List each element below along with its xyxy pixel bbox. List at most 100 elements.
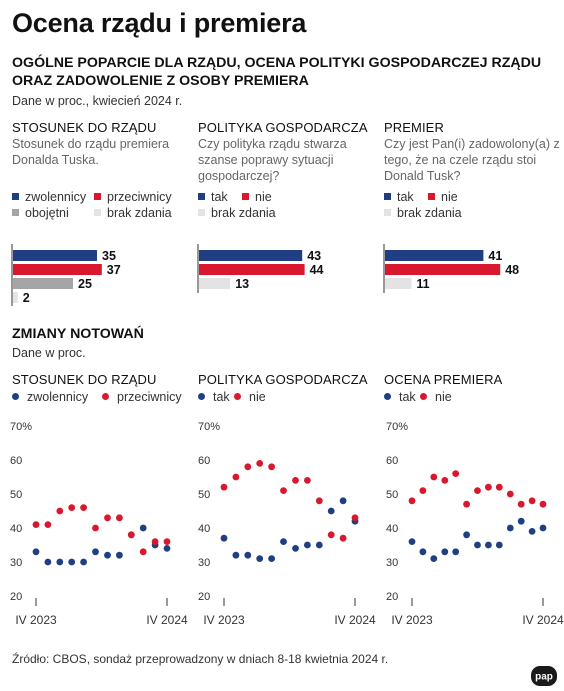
- point-nie: [304, 477, 311, 484]
- point-przeciwnicy: [44, 521, 52, 528]
- point-przeciwnicy: [56, 507, 64, 515]
- point-nie: [539, 500, 547, 508]
- point-zwolennicy: [68, 558, 76, 566]
- bar-label-nie: 48: [505, 263, 519, 277]
- point-zwolennicy: [139, 524, 147, 532]
- x-tick-label-start: IV 2023: [203, 613, 245, 627]
- point-nie: [495, 483, 503, 491]
- point-nie: [463, 500, 470, 508]
- point-zwolennicy: [104, 551, 111, 559]
- legend-item-tak: tak: [384, 390, 416, 404]
- page-subtitle: OGÓLNE POPARCIE DLA RZĄDU, OCENA POLITYK…: [12, 55, 542, 89]
- point-nie: [506, 490, 514, 498]
- trend-legend-polityka: tak nie: [198, 390, 368, 406]
- point-tak: [327, 507, 335, 515]
- trend-title-polityka: POLITYKA GOSPODARCZA: [198, 372, 368, 387]
- bar-label-obojetni: 25: [78, 277, 92, 291]
- page-title: Ocena rządu i premiera: [12, 8, 307, 38]
- y-tick-label: 70%: [198, 421, 220, 433]
- point-tak: [419, 548, 427, 556]
- bar-label-nie: 44: [310, 263, 324, 277]
- point-nie: [528, 497, 536, 505]
- bar-zwolennicy: [13, 250, 97, 261]
- y-tick-label: 40: [10, 523, 22, 535]
- legend-item-obojetni: obojętni: [12, 206, 69, 220]
- x-tick-label-end: IV 2024: [522, 613, 564, 627]
- point-przeciwnicy: [104, 514, 111, 522]
- y-tick-label: 40: [198, 523, 210, 535]
- legend-item-zwolennicy: zwolennicy: [12, 190, 86, 204]
- point-przeciwnicy: [151, 538, 159, 545]
- legend-polityka: tak nie brak zdania: [198, 190, 368, 222]
- point-tak: [244, 551, 252, 559]
- bar-label-brak-zdania: 2: [23, 291, 30, 305]
- point-przeciwnicy: [116, 514, 123, 522]
- point-zwolennicy: [56, 558, 64, 566]
- bar-tak: [385, 250, 484, 261]
- point-przeciwnicy: [68, 504, 76, 511]
- point-nie: [408, 497, 416, 505]
- point-przeciwnicy: [139, 548, 147, 556]
- y-tick-label: 20: [198, 591, 210, 603]
- legend-item-nie: nie: [242, 190, 272, 204]
- bar-label-przeciwnicy: 37: [107, 263, 121, 277]
- legend-item-brak-zdania: brak zdania: [198, 206, 276, 220]
- point-tak: [220, 534, 228, 542]
- legend-item-zwolennicy: zwolennicy: [12, 390, 88, 404]
- legend-item-tak: tak: [198, 390, 230, 404]
- bar-przeciwnicy: [13, 264, 102, 275]
- section-label-stosunek: STOSUNEK DO RZĄDU: [12, 120, 157, 135]
- point-tak: [474, 541, 481, 549]
- trend-chart-polityka: 70% 60 50 40 30 20 IV 2023 IV 2024: [198, 421, 376, 627]
- point-nie: [292, 477, 299, 484]
- source-note: Źródło: CBOS, sondaż przeprowadzony w dn…: [12, 652, 389, 666]
- point-nie: [441, 477, 449, 484]
- y-tick-label: 60: [386, 455, 398, 467]
- point-zwolennicy: [44, 558, 52, 566]
- x-tick-label-start: IV 2023: [15, 613, 57, 627]
- svg-text:pap: pap: [535, 672, 553, 683]
- point-nie: [232, 473, 240, 481]
- bar-label-brak-zdania: 11: [416, 277, 429, 291]
- bar-obojetni: [13, 278, 73, 289]
- point-tak: [408, 538, 416, 545]
- point-nie: [339, 534, 347, 542]
- point-tak: [430, 555, 438, 562]
- y-tick-label: 60: [10, 455, 22, 467]
- trend-chart-premier: 70% 60 50 40 30 20 IV 2023 IV 2024: [386, 421, 564, 627]
- point-zwolennicy: [80, 558, 87, 566]
- y-tick-label: 20: [10, 591, 22, 603]
- bar-tak: [199, 250, 303, 261]
- question-polityka: Czy polityka rządu stwarza szanse popraw…: [198, 137, 347, 183]
- y-tick-label: 70%: [10, 421, 32, 433]
- bar-brak-zdania: [385, 278, 412, 289]
- point-tak: [292, 545, 299, 552]
- point-nie: [485, 483, 492, 491]
- legend-item-nie: nie: [234, 390, 266, 404]
- section-label-premier: PREMIER: [384, 120, 444, 135]
- point-tak: [539, 524, 547, 532]
- point-nie: [315, 497, 323, 505]
- trend-title-stosunek: STOSUNEK DO RZĄDU: [12, 372, 157, 387]
- trends-note: Dane w proc.: [12, 346, 86, 360]
- point-zwolennicy: [116, 551, 123, 559]
- point-tak: [280, 538, 287, 545]
- point-nie: [327, 531, 335, 539]
- x-tick-label-end: IV 2024: [146, 613, 188, 627]
- point-nie: [452, 470, 460, 477]
- legend-item-tak: tak: [384, 190, 414, 204]
- legend-item-przeciwnicy: przeciwnicy: [102, 390, 182, 404]
- point-zwolennicy: [32, 548, 40, 556]
- point-nie: [280, 487, 287, 494]
- bar-label-brak-zdania: 13: [235, 277, 249, 291]
- point-tak: [256, 555, 264, 562]
- point-tak: [506, 524, 514, 532]
- legend-item-nie: nie: [428, 190, 458, 204]
- legend-stosunek: zwolennicy przeciwnicy obojętni brak zda…: [12, 190, 192, 222]
- trend-title-premier: OCENA PREMIERA: [384, 372, 503, 387]
- point-nie: [256, 460, 264, 467]
- point-zwolennicy: [92, 548, 99, 556]
- point-tak: [339, 497, 347, 505]
- question-premier: Czy jest Pan(i) zadowolony(a) z tego, że…: [384, 137, 560, 183]
